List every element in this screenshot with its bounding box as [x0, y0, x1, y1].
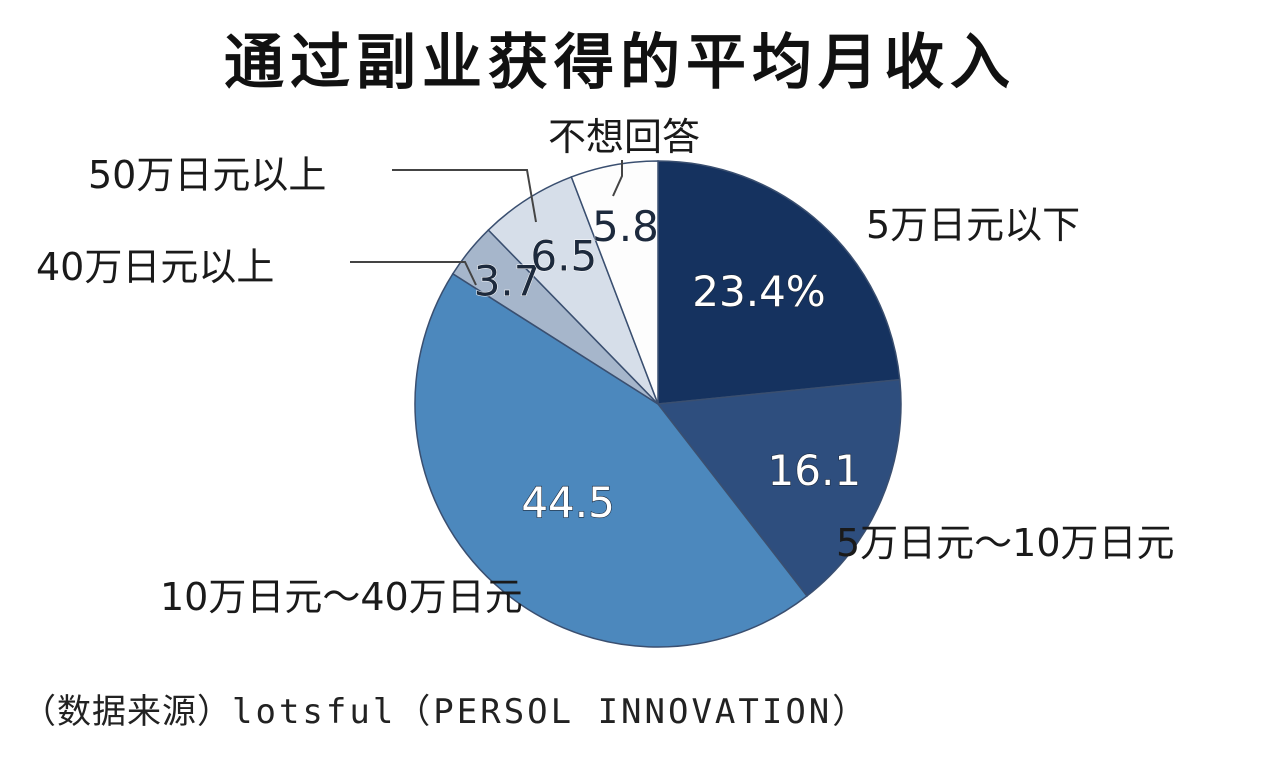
value-label-2: 16.1	[768, 446, 862, 495]
pie-slice-3	[414, 272, 808, 648]
value-label-3: 44.5	[521, 478, 615, 527]
leader-line-40man	[350, 261, 477, 286]
value-label-6: 5.8	[592, 202, 659, 251]
category-label-3: 10万日元～40万日元	[160, 575, 523, 619]
category-label-5: 50万日元以上	[88, 153, 326, 197]
source-note: （数据来源）lotsful（PERSOL INNOVATION）	[22, 684, 869, 733]
value-labels: 23.4% 16.1 44.5 3.76.55.8	[473, 202, 862, 528]
source-brand: lotsful（PERSOL INNOVATION）	[232, 692, 870, 732]
pie-slice-1	[657, 160, 901, 405]
leader-line-50man	[392, 169, 537, 223]
value-label-1: 23.4%	[692, 267, 825, 316]
value-label-5: 6.5	[530, 232, 597, 281]
category-label-4: 40万日元以上	[36, 245, 274, 289]
category-label-6: 不想回答	[548, 115, 700, 159]
chart-title: 通过副业获得的平均月收入	[224, 28, 1016, 98]
source-prefix: （数据来源）	[22, 692, 232, 732]
pie-slice-2	[656, 378, 902, 598]
category-labels: 5万日元以下 5万日元～10万日元 10万日元～40万日元 40万日元以上 50万日元以…	[36, 115, 1175, 619]
value-label-4: 3.7	[474, 257, 541, 306]
category-label-1: 5万日元以下	[866, 203, 1080, 247]
leader-line-noanswer	[612, 160, 623, 197]
leader-lines	[350, 160, 623, 286]
pie-slices	[414, 160, 902, 648]
pie-slice-6	[570, 160, 659, 405]
category-label-2: 5万日元～10万日元	[836, 521, 1175, 565]
